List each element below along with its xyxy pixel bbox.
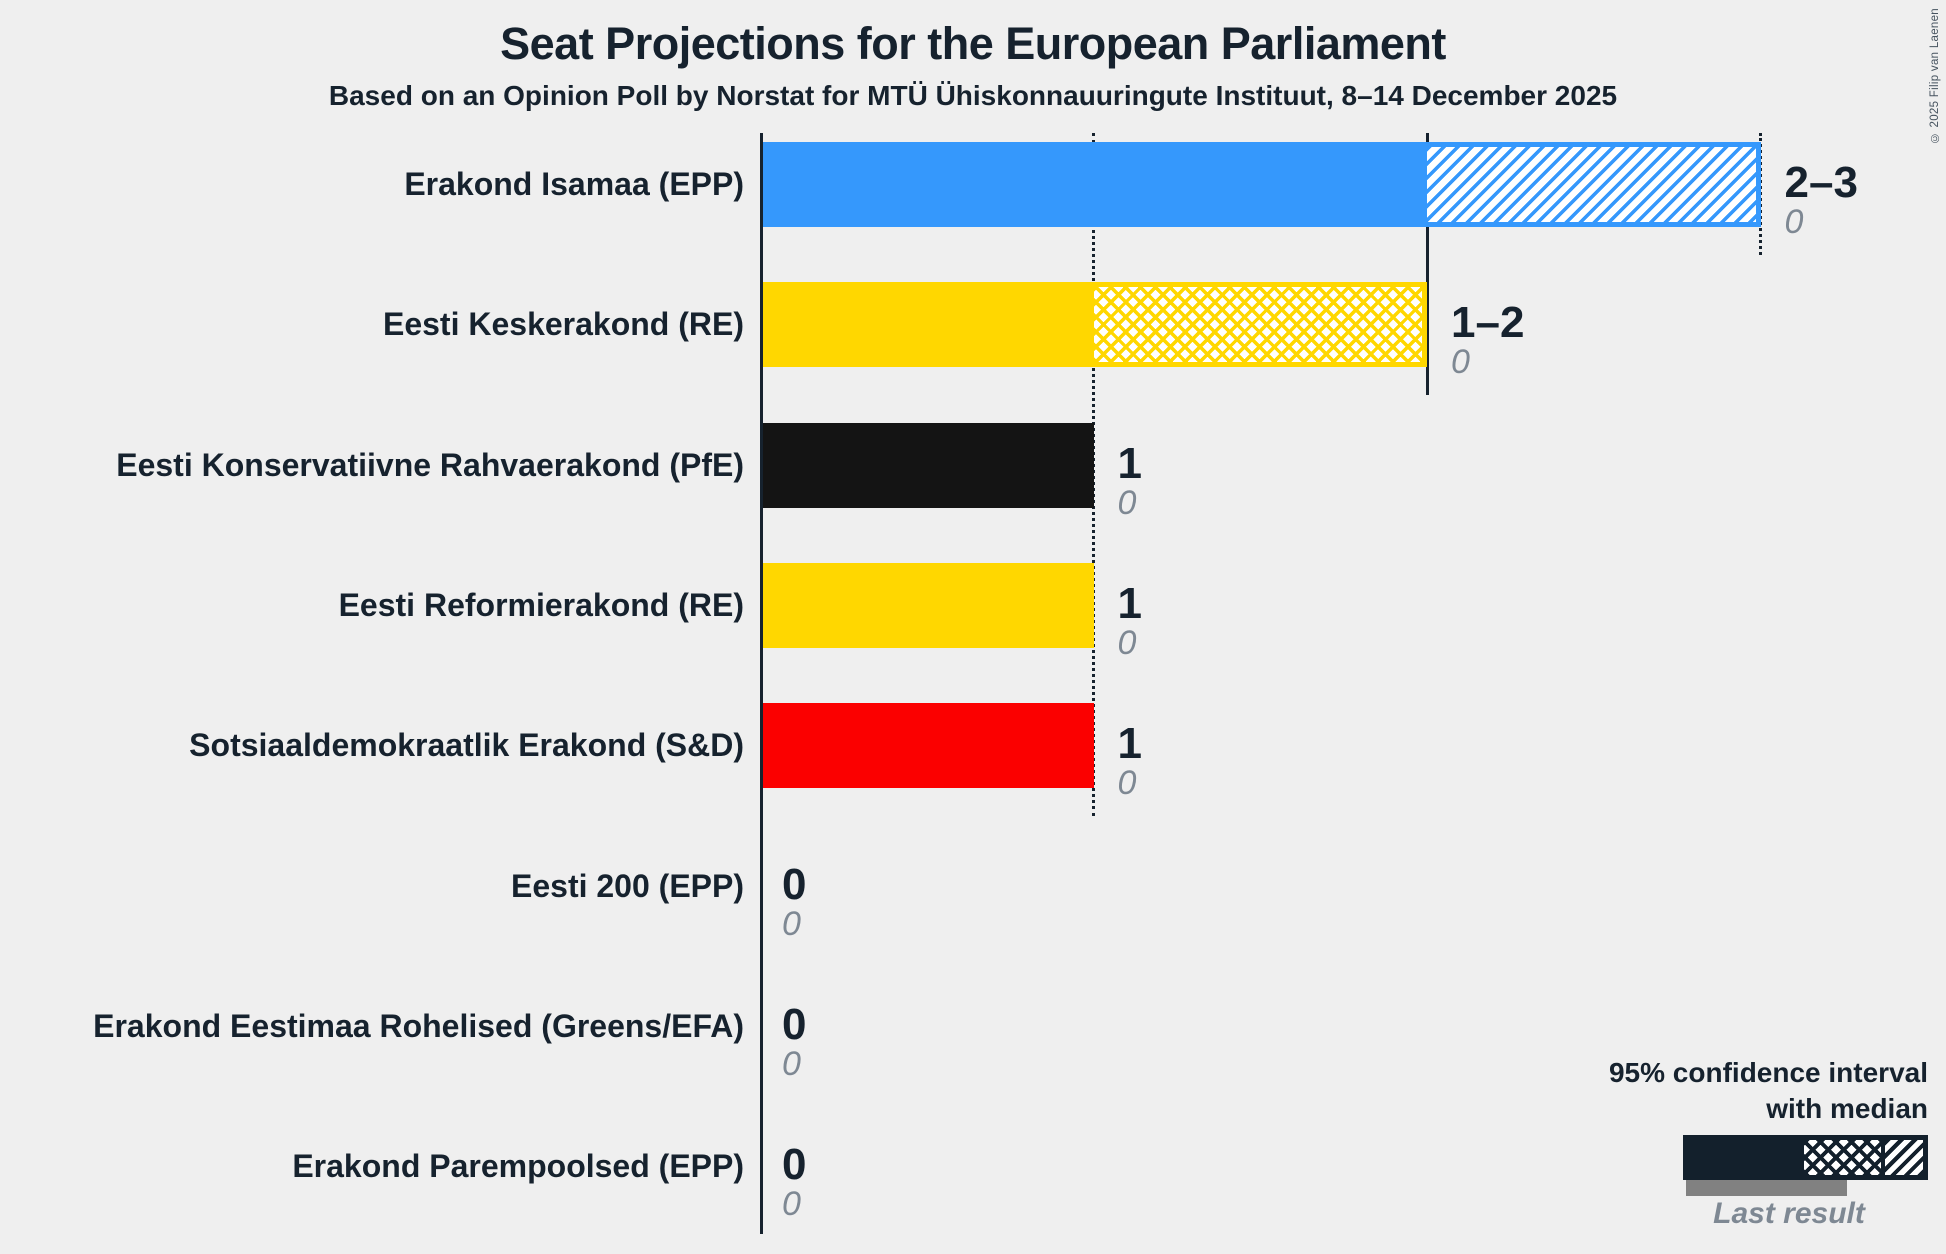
legend-ci-label-line2: with median — [1766, 1093, 1928, 1124]
gridline-1-seats — [1092, 133, 1095, 817]
bar-solid-segment — [760, 422, 1094, 508]
last-result-value: 0 — [782, 1185, 801, 1224]
seat-range-label: 1–2 — [1451, 298, 1525, 348]
last-result-value: 0 — [782, 1044, 801, 1083]
legend-last-result-bar — [1686, 1180, 1847, 1196]
legend-ci-label-line1: 95% confidence interval — [1608, 1057, 1928, 1088]
gridline-3-seats — [1759, 133, 1762, 255]
bar-crosshatch-segment — [1093, 282, 1427, 368]
gridline-2-seats — [1425, 133, 1429, 396]
bar-diagonal-segment — [1427, 142, 1761, 227]
y-axis-line — [760, 133, 763, 1234]
last-result-value: 0 — [1784, 203, 1804, 241]
seat-range-label: 0 — [782, 999, 807, 1049]
bar-solid-segment — [760, 142, 1427, 227]
last-result-value: 0 — [1117, 623, 1137, 662]
last-result-value: 0 — [1451, 343, 1470, 382]
seat-range-label: 2–3 — [1784, 158, 1858, 207]
chart-title: Seat Projections for the European Parlia… — [500, 18, 1446, 69]
seat-range-label: 1 — [1117, 578, 1142, 628]
legend-crosshatch-segment — [1802, 1138, 1883, 1177]
bar-solid-segment — [760, 562, 1094, 648]
legend-solid-segment — [1686, 1138, 1802, 1177]
last-result-value: 0 — [1117, 764, 1137, 803]
party-label: Eesti 200 (EPP) — [511, 867, 744, 904]
seat-range-label: 0 — [782, 1140, 807, 1190]
legend-last-result-label: Last result — [1713, 1197, 1865, 1230]
party-label: Sotsiaaldemokraatlik Erakond (S&D) — [189, 727, 744, 764]
bar-solid-segment — [760, 703, 1094, 789]
seat-range-label: 1 — [1117, 719, 1142, 769]
bar-solid-segment — [760, 282, 1094, 368]
party-label: Erakond Eestimaa Rohelised (Greens/EFA) — [93, 1007, 744, 1044]
seat-range-label: 1 — [1117, 438, 1142, 488]
party-label: Erakond Isamaa (EPP) — [404, 166, 744, 202]
chart-subtitle: Based on an Opinion Poll by Norstat for … — [328, 80, 1618, 111]
party-label: Eesti Konservatiivne Rahvaerakond (PfE) — [116, 446, 744, 483]
last-result-value: 0 — [782, 904, 801, 943]
party-label: Erakond Parempoolsed (EPP) — [292, 1148, 744, 1185]
seat-range-label: 0 — [782, 859, 807, 909]
legend-diagonal-segment — [1883, 1138, 1925, 1177]
value-label: 1–2 0 — [1451, 298, 1525, 382]
party-label: Eesti Keskerakond (RE) — [382, 306, 744, 343]
party-label: Eesti Reformierakond (RE) — [338, 586, 744, 623]
legend-ci-sample-bar — [1683, 1135, 1928, 1180]
last-result-value: 0 — [1117, 483, 1137, 522]
value-label: 2–3 0 — [1784, 158, 1858, 241]
